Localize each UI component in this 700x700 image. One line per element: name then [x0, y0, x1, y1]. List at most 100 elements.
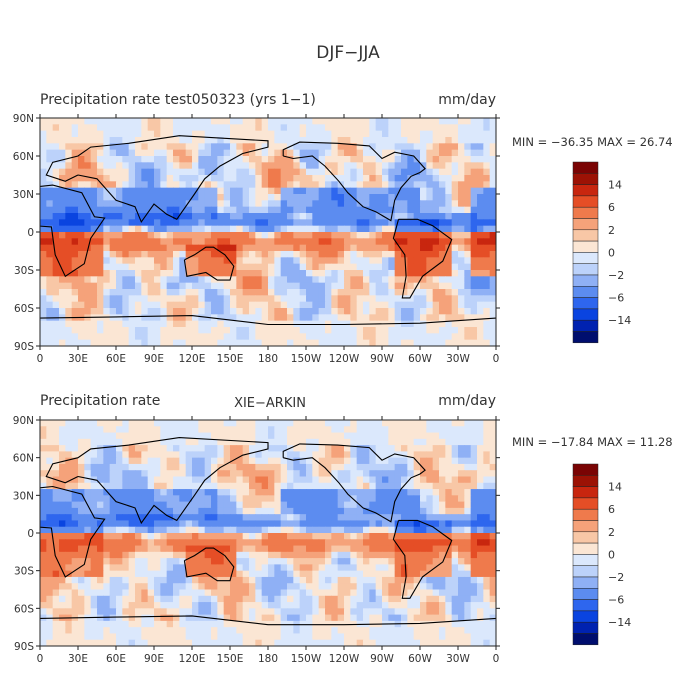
lon-tick-label: 60E: [106, 653, 126, 665]
lon-tick-label: 0: [37, 353, 44, 365]
colorbar-swatch: [572, 240, 599, 253]
colorbar-tick-label: 0: [608, 548, 615, 561]
colorbar-tick-label: −6: [608, 292, 624, 305]
lon-tick-label: 30W: [446, 653, 470, 665]
lon-tick-label: 0: [37, 653, 44, 665]
lon-tick-label: 60W: [408, 653, 432, 665]
colorbar-tick-label: 14: [608, 179, 622, 192]
lat-tick-label: 60N: [13, 453, 34, 465]
lon-tick-label: 150W: [291, 653, 322, 665]
colorbar-swatch: [572, 308, 599, 321]
colorbar-swatch: [572, 274, 599, 287]
lon-tick-label: 150E: [217, 353, 244, 365]
colorbar-swatch: [572, 319, 599, 332]
figure-title: DJF−JJA: [316, 43, 380, 63]
colorbar-swatch: [572, 184, 599, 197]
precip-field: [40, 420, 496, 646]
colorbar-tick-label: −14: [608, 314, 631, 327]
panel-model: Precipitation rate test050323 (yrs 1−1) …: [13, 92, 673, 365]
colorbar-swatch: [572, 463, 599, 476]
lat-tick-label: 30S: [14, 265, 34, 277]
lat-tick-label: 30S: [14, 566, 34, 578]
lat-tick-label: 90N: [13, 113, 34, 125]
colorbar-tick-label: −2: [608, 571, 624, 584]
colorbar-tick-label: −14: [608, 616, 631, 629]
lon-tick-label: 60E: [106, 353, 126, 365]
colorbar-tick-label: −2: [608, 269, 624, 282]
lat-tick-label: 90S: [14, 341, 34, 353]
colorbar-swatch: [572, 520, 599, 533]
colorbar-swatch: [572, 565, 599, 578]
panel-title: Precipitation rate: [40, 393, 160, 409]
lat-tick-label: 30N: [13, 189, 34, 201]
lon-tick-label: 90E: [144, 653, 164, 665]
colorbar-swatch: [572, 576, 599, 589]
colorbar-swatch: [572, 599, 599, 612]
colorbar-swatch: [572, 195, 599, 208]
colorbar: 14 6 2 0 −2 −6 −14: [572, 161, 631, 344]
lat-tick-label: 60S: [14, 603, 34, 615]
colorbar-swatch: [572, 229, 599, 242]
colorbar-tick-label: 2: [608, 224, 615, 237]
lat-tick-label: 60N: [13, 151, 34, 163]
lon-tick-label: 90W: [370, 353, 394, 365]
lon-tick-label: 120W: [329, 653, 360, 665]
colorbar-tick-label: 6: [608, 201, 615, 214]
lat-tick-label: 90S: [14, 641, 34, 653]
colorbar-swatch: [572, 475, 599, 487]
colorbar-swatch: [572, 486, 599, 499]
lat-tick-label: 0: [27, 227, 34, 239]
lat-tick-label: 60S: [14, 303, 34, 315]
coastlines: [40, 437, 496, 626]
colorbar-swatch: [572, 297, 599, 310]
colorbar-swatch: [572, 531, 599, 544]
panel-center-label: XIE−ARKIN: [234, 396, 306, 411]
colorbar-tick-label: 2: [608, 526, 615, 539]
colorbar-swatch: [572, 508, 599, 521]
lon-tick-label: 150W: [291, 353, 322, 365]
lon-tick-label: 120E: [179, 653, 206, 665]
lon-tick-label: 90E: [144, 353, 164, 365]
lat-tick-label: 90N: [13, 415, 34, 427]
lon-tick-label: 120W: [329, 353, 360, 365]
panel-stats: MIN = −36.35 MAX = 26.74: [512, 135, 673, 149]
colorbar-swatch: [572, 173, 599, 185]
lon-tick-label: 150E: [217, 653, 244, 665]
colorbar-swatch: [572, 633, 599, 646]
colorbar-swatch: [572, 161, 599, 174]
panel-obs: Precipitation rate XIE−ARKIN mm/day MIN …: [13, 393, 673, 665]
colorbar-swatch: [572, 610, 599, 623]
lon-tick-label: 60W: [408, 353, 432, 365]
lon-tick-label: 30E: [68, 653, 88, 665]
panel-stats: MIN = −17.84 MAX = 11.28: [512, 435, 673, 449]
colorbar-swatch: [572, 497, 599, 510]
colorbar-swatch: [572, 252, 599, 264]
colorbar-swatch: [572, 588, 599, 600]
lat-tick-label: 0: [27, 528, 34, 540]
colorbar-swatch: [572, 218, 599, 231]
colorbar-swatch: [572, 542, 599, 555]
colorbar-tick-label: −6: [608, 594, 624, 607]
panel-units: mm/day: [438, 393, 496, 409]
lon-tick-label: 120E: [179, 353, 206, 365]
lat-tick-label: 30N: [13, 490, 34, 502]
lon-tick-label: 30E: [68, 353, 88, 365]
coastlines: [40, 135, 496, 326]
colorbar-swatch: [572, 331, 599, 344]
colorbar-swatch: [572, 286, 599, 298]
colorbar-swatch: [572, 206, 599, 219]
lon-tick-label: 180: [258, 353, 278, 365]
colorbar-swatch: [572, 621, 599, 634]
colorbar-tick-label: 6: [608, 503, 615, 516]
panel-units: mm/day: [438, 92, 496, 108]
lon-tick-label: 0: [493, 353, 500, 365]
colorbar: 14 6 2 0 −2 −6 −14: [572, 463, 631, 646]
panel-title: Precipitation rate test050323 (yrs 1−1): [40, 92, 316, 108]
precip-field: [40, 118, 496, 346]
lon-tick-label: 180: [258, 653, 278, 665]
lon-tick-label: 90W: [370, 653, 394, 665]
colorbar-tick-label: 14: [608, 481, 622, 494]
